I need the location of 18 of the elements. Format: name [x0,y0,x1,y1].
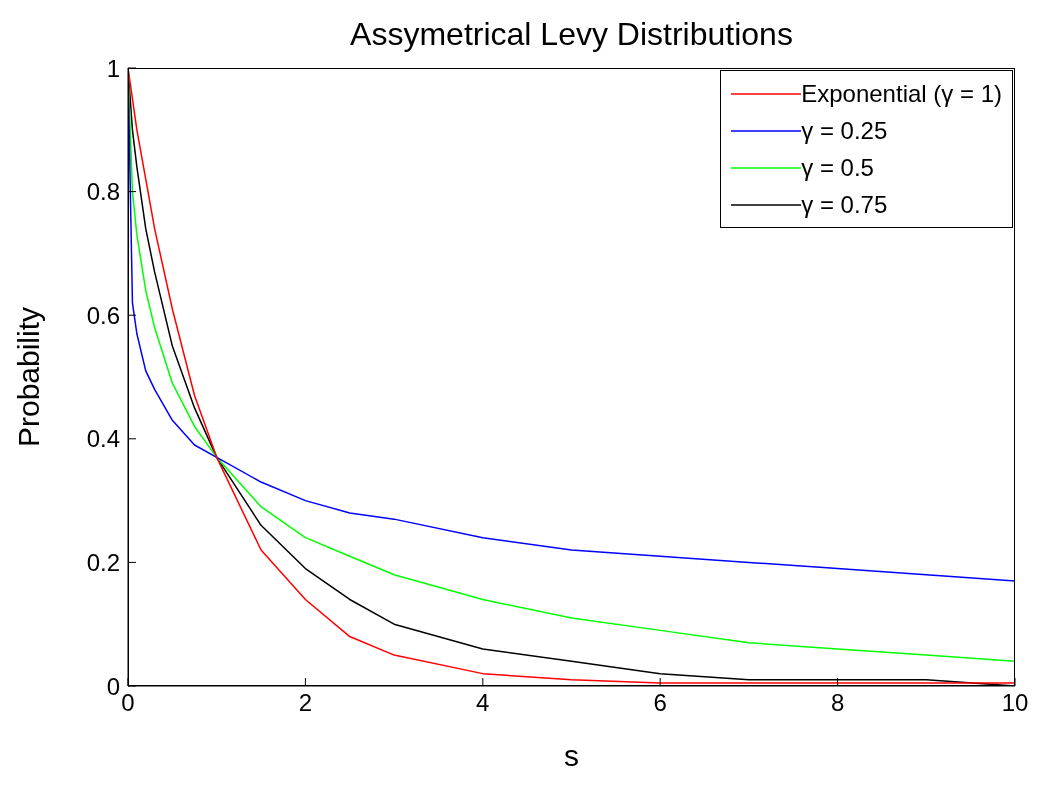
x-tick-label: 2 [298,689,313,717]
y-tick-label: 0.2 [86,548,120,576]
x-tick-label: 10 [1001,689,1029,717]
x-axis-title: s [564,739,579,772]
x-tick-label: 4 [476,689,490,717]
y-tick-label: 0.4 [86,425,120,453]
legend-label: γ = 0.75 [801,190,888,220]
legend-label: Exponential (γ = 1) [801,79,1002,109]
x-tick-label: 8 [830,689,845,717]
y-tick-label: 1 [106,54,120,82]
x-tick-label: 6 [653,689,667,717]
y-axis-title: Probability [11,306,45,448]
y-tick-label: 0.8 [86,178,120,206]
legend-label: γ = 0.25 [801,116,888,146]
y-tick-label: 0.6 [86,301,120,329]
chart-title: Assymetrical Levy Distributions [349,16,794,53]
y-tick-label: 0 [106,672,120,700]
legend-label: γ = 0.5 [801,153,874,183]
